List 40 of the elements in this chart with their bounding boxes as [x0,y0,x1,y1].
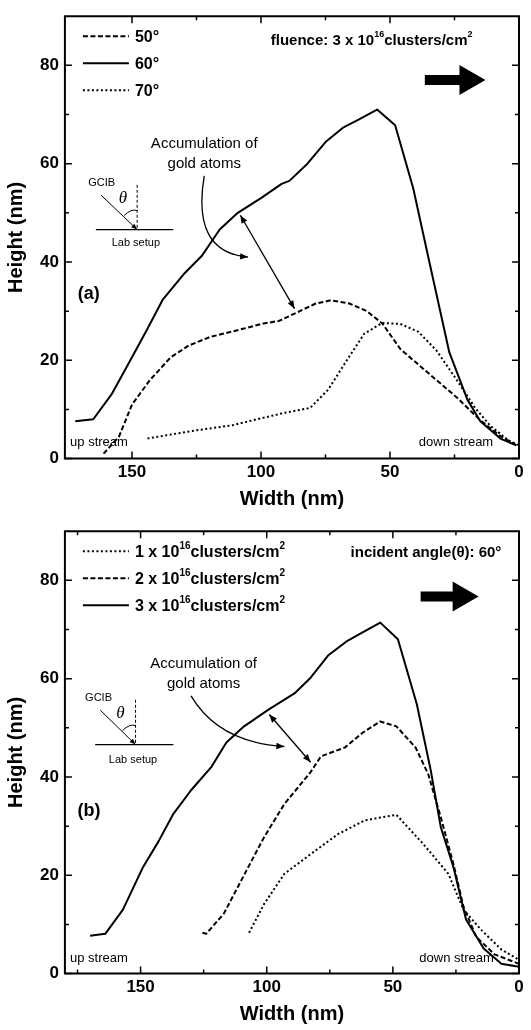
annotation: Lab setup [108,752,158,765]
annotation: down stream [418,433,494,449]
x-tick-label: 100 [246,462,276,482]
y-tick-label: 80 [39,570,59,590]
annotation: GCIB [85,691,112,704]
annotation: Lab setup [111,236,161,249]
annotation: θ [116,702,125,722]
y-tick-label: 40 [39,251,59,271]
x-axis-title: Width (nm) [239,486,345,509]
y-tick-label: 20 [39,349,59,369]
annotation: GCIB [88,176,116,189]
annotation: up stream [70,433,128,449]
legend-label: 50° [134,27,160,45]
annotation: up stream [69,950,128,966]
x-tick-label: 0 [514,977,524,997]
x-tick-label: 0 [514,462,524,482]
annotation: Accumulation of gold atoms [150,133,259,171]
legend-label: 60° [134,54,160,72]
x-tick-label: 150 [117,462,147,482]
y-axis-title: Height (nm) [3,696,26,808]
annotation: Accumulation of gold atoms [150,653,258,691]
y-axis-title: Height (nm) [3,181,26,293]
annotation: (a) [77,282,100,303]
annotation: θ [118,187,128,207]
y-tick-label: 0 [49,963,59,983]
y-tick-label: 0 [49,448,59,468]
y-tick-label: 20 [39,864,59,884]
annotation: down stream [419,950,494,966]
x-axis-title: Width (nm) [239,1001,345,1024]
y-tick-label: 40 [39,766,59,786]
annotation: (b) [77,800,101,821]
y-tick-label: 60 [39,153,59,173]
x-tick-label: 100 [252,977,281,997]
x-tick-label: 50 [383,977,403,997]
x-tick-label: 150 [126,977,155,997]
x-tick-label: 50 [380,462,400,482]
legend-label: 70° [134,81,160,99]
annotation: incident angle(θ): 60° [350,543,502,561]
y-tick-label: 60 [39,668,59,688]
y-tick-label: 80 [39,55,59,75]
